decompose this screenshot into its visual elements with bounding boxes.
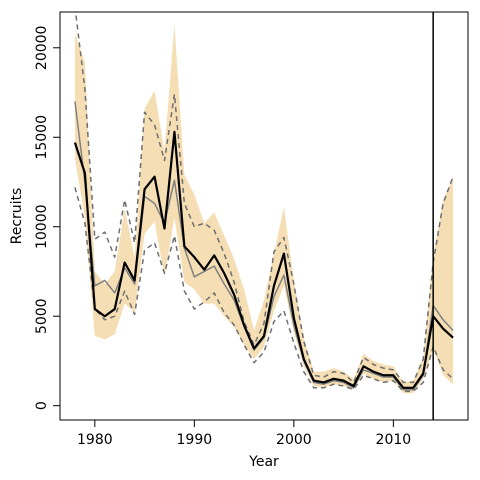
plot-area <box>73 12 454 420</box>
y-tick-label: 10000 <box>34 204 50 249</box>
confidence-band <box>74 24 454 394</box>
y-tick-label: 20000 <box>34 26 50 71</box>
x-tick-label: 2010 <box>376 432 412 448</box>
y-tick-label: 15000 <box>34 115 50 160</box>
x-tick-label: 1980 <box>77 432 113 448</box>
x-tick-label: 1990 <box>177 432 213 448</box>
upper-interval-line <box>74 12 454 384</box>
y-axis: 0 5000 10000 15000 20000 <box>34 26 61 410</box>
x-tick-label: 2000 <box>276 432 312 448</box>
y-tick-label: 5000 <box>34 298 50 334</box>
plot-frame <box>59 11 469 421</box>
x-axis-title: Year <box>248 454 279 470</box>
x-axis: 1980 1990 2000 2010 <box>77 419 412 448</box>
mean-line <box>73 130 454 389</box>
y-tick-label: 0 <box>34 401 50 410</box>
y-axis-title: Recruits <box>9 188 25 245</box>
